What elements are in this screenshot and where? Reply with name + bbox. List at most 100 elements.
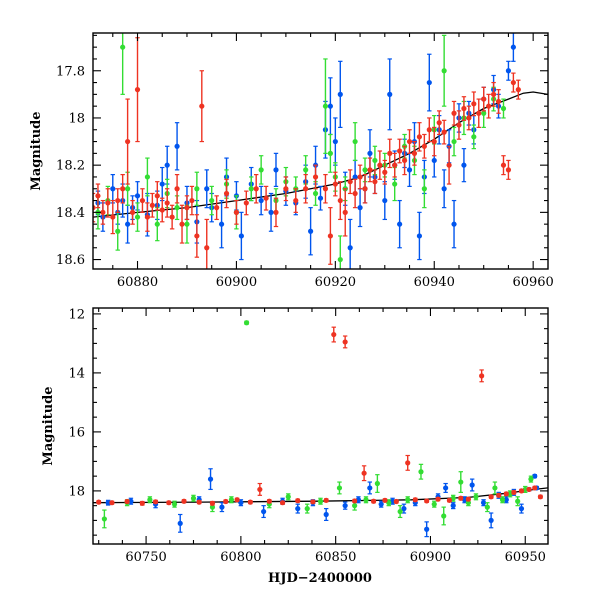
- bottom-series-2-point-12: [257, 482, 263, 496]
- bottom-series-2-marker-31: [465, 496, 471, 502]
- bottom-y-tick-label: 12: [68, 307, 85, 322]
- bottom-series-0-marker-0: [105, 500, 111, 506]
- top-series-2-marker-50: [397, 148, 403, 154]
- top-series-0-point-49: [416, 211, 423, 261]
- bottom-series-2-marker-16: [310, 499, 316, 505]
- top-series-2-point-10: [139, 188, 146, 213]
- bottom-series-2-point-21: [361, 465, 367, 482]
- top-series-0-point-20: [238, 211, 244, 261]
- bottom-series-2-point-35: [503, 491, 509, 497]
- top-series-2-point-73: [510, 72, 516, 93]
- bottom-series-1-marker-16: [386, 500, 392, 506]
- bottom-series-2-point-9: [223, 498, 229, 505]
- top-series-2-point-7: [125, 98, 131, 185]
- bottom-series-0-marker-7: [238, 500, 244, 506]
- top-x-tick-label: 60920: [315, 275, 356, 290]
- top-series-2-point-9: [134, 37, 141, 143]
- top-series-0-point-22: [258, 185, 264, 216]
- bottom-plot-frame: [92, 307, 549, 545]
- top-series-2-marker-23: [204, 245, 210, 251]
- top-series-2-marker-22: [199, 103, 205, 109]
- bottom-series-0-point-22: [443, 482, 449, 493]
- top-series-2-marker-36: [327, 233, 333, 239]
- bottom-plot-area: [93, 320, 548, 538]
- top-series-2-point-5: [115, 188, 121, 213]
- bottom-series-0-point-10: [295, 503, 301, 514]
- top-series-1: [95, 33, 507, 269]
- top-series-2-point-18: [179, 204, 185, 244]
- top-series-1-marker-2: [115, 228, 121, 234]
- top-series-2-point-64: [466, 105, 472, 131]
- top-series-2-marker-34: [312, 174, 319, 180]
- top-series-2-point-17: [174, 174, 180, 204]
- bottom-series-2-marker-15: [295, 498, 301, 504]
- top-series-0-marker-54: [441, 186, 447, 192]
- bottom-series-1-marker-11: [317, 498, 324, 504]
- top-series-2-marker-25: [223, 190, 230, 197]
- top-series-1-point-12: [209, 185, 215, 216]
- bottom-series-2-marker-8: [209, 500, 216, 506]
- top-series-2-marker-58: [436, 120, 442, 126]
- bottom-series-2-point-6: [181, 498, 187, 504]
- bottom-series-2-point-29: [446, 497, 453, 503]
- top-series-1-point-25: [337, 235, 343, 269]
- top-series-2-marker-44: [367, 167, 373, 173]
- top-series-2-marker-29: [263, 195, 269, 201]
- bottom-series-2-marker-30: [458, 495, 464, 501]
- bottom-series-1-point-3: [171, 500, 178, 508]
- top-series-2-marker-55: [421, 143, 427, 149]
- top-series-2-marker-26: [233, 209, 240, 215]
- bottom-series-1-point-32: [528, 475, 534, 483]
- bottom-series-2-marker-3: [139, 500, 145, 506]
- bottom-series-2-marker-1: [109, 500, 115, 506]
- top-series-0-marker-17: [218, 221, 225, 227]
- top-series-2-marker-12: [149, 202, 155, 208]
- bottom-series-2-marker-5: [166, 500, 172, 506]
- bottom-series-1-marker-2: [147, 497, 153, 503]
- top-series-0-marker-45: [397, 221, 403, 227]
- bottom-series-2: [96, 326, 544, 506]
- top-series-2-marker-35: [322, 186, 329, 192]
- top-series-2-marker-10: [139, 197, 146, 204]
- bottom-axis-ticks: 60750 60800 60850 60900 60950 12 14 16 18: [68, 307, 548, 565]
- bottom-series-1-marker-19: [418, 469, 424, 475]
- top-series-2-point-3: [105, 188, 111, 218]
- top-series-0-marker-65: [510, 44, 516, 50]
- top-series-0-point-33: [332, 117, 338, 166]
- bottom-series-1-marker-17: [397, 508, 403, 515]
- top-series-2-point-21: [194, 214, 200, 258]
- top-series-2-point-38: [337, 181, 343, 221]
- top-series-1-marker-15: [248, 186, 254, 192]
- top-series-2-marker-30: [273, 209, 279, 215]
- top-series-1-marker-28: [362, 167, 368, 173]
- top-series-2-point-1: [95, 183, 101, 209]
- bottom-series-1-marker-10: [304, 506, 310, 512]
- bottom-series-1-point-6: [228, 496, 234, 504]
- bottom-series-0-marker-15: [367, 485, 373, 491]
- top-series-2-point-15: [164, 188, 170, 218]
- top-series-1-point-3: [120, 33, 126, 95]
- bottom-series-2-point-27: [424, 498, 430, 504]
- top-series-0-point-24: [273, 152, 279, 187]
- top-series-0-marker-10: [159, 181, 165, 187]
- top-series-2-point-52: [406, 129, 413, 154]
- top-series-2-marker-52: [406, 138, 413, 145]
- bottom-series-0-point-31: [518, 503, 525, 514]
- bottom-series-0-marker-10: [295, 506, 301, 512]
- top-series-2-marker-8: [129, 209, 136, 215]
- top-series-1-point-42: [500, 98, 507, 119]
- top-series-2-point-2: [100, 199, 106, 225]
- top-series-2-marker-24: [214, 205, 220, 211]
- top-series-2-point-33: [303, 174, 309, 204]
- top-series-1-point-27: [352, 122, 358, 162]
- top-series-2-point-50: [397, 138, 403, 164]
- top-series-2-marker-49: [392, 162, 398, 168]
- top-series-2-point-54: [416, 122, 423, 152]
- top-series-0-point-28: [308, 207, 314, 256]
- bottom-series-1-point-16: [386, 499, 392, 507]
- bottom-series-2-point-0: [96, 499, 102, 505]
- top-series-0-marker-7: [134, 193, 141, 199]
- top-series-1-point-11: [194, 171, 200, 206]
- top-series-1-marker-7: [154, 221, 160, 227]
- top-series-2-point-20: [189, 185, 195, 216]
